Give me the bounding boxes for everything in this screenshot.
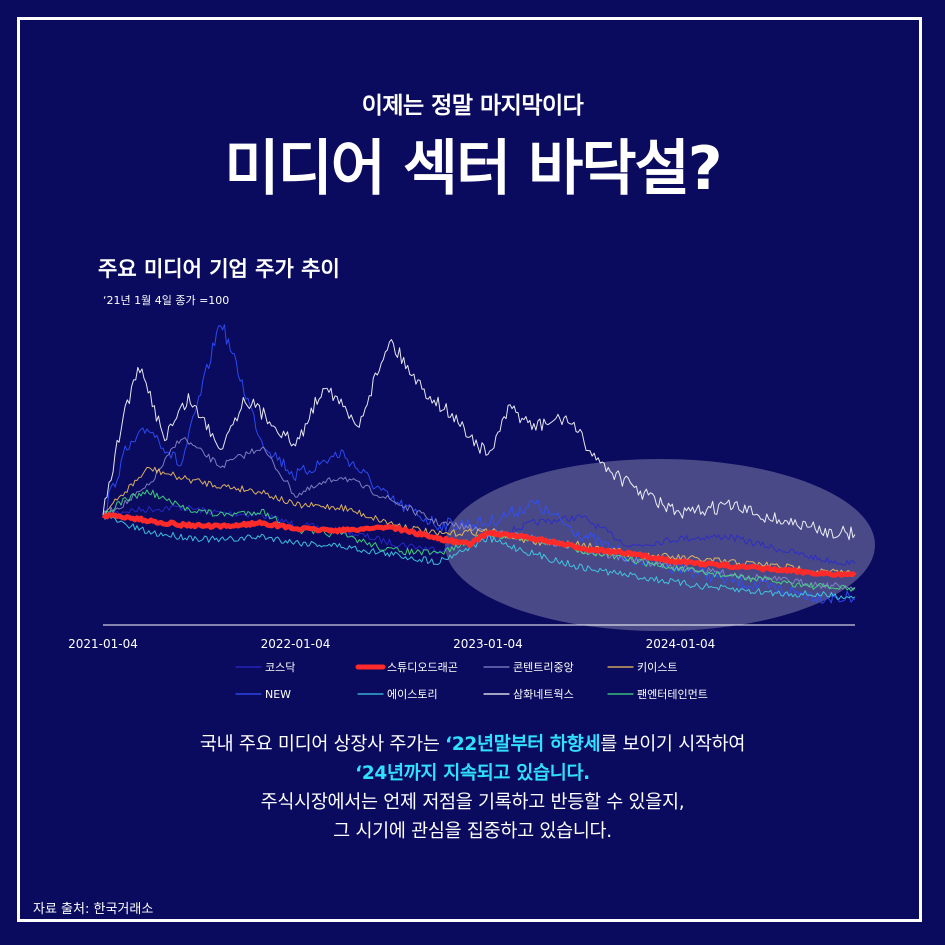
x-tick-label-2: 2022-01-04 [261, 637, 331, 651]
x-tick-label-1: 2021-01-04 [68, 637, 138, 651]
body-line-4: 그 시기에 관심을 집중하고 있습니다. [333, 821, 612, 842]
body-text: 국내 주요 미디어 상장사 주가는 ‘22년말부터 하향세를 보이기 시작하여 … [0, 730, 945, 846]
kicker-text: 이제는 정말 마지막이다 [361, 93, 584, 119]
x-tick-label-4: 2024-01-04 [646, 637, 716, 651]
chart-base-note: ‘21년 1월 4일 종가 =100 [103, 294, 230, 307]
source-note: 자료 출처: 한국거래소 [33, 902, 154, 917]
x-tick-label-3: 2023-01-04 [453, 637, 523, 651]
headline: 미디어 섹터 바닥설? [224, 134, 722, 204]
legend-label-2: 스튜디오드래곤 [387, 661, 458, 674]
body-highlight-1: ‘22년말부터 하향세 [445, 734, 601, 755]
series-line-7 [102, 339, 856, 541]
chart-title: 주요 미디어 기업 주가 추이 [98, 257, 340, 281]
body-line-1: 국내 주요 미디어 상장사 주가는 ‘22년말부터 하향세를 보이기 시작하여 [0, 730, 945, 759]
legend-label-6: 에이스토리 [387, 688, 438, 701]
body-line-3: 주식시장에서는 언제 저점을 기록하고 반등할 수 있을지, [260, 792, 685, 813]
legend-label-5: NEW [265, 688, 291, 701]
body-line-1b: 를 보이기 시작하여 [600, 734, 746, 755]
legend-label-7: 삼화네트웍스 [513, 688, 574, 701]
legend-label-1: 코스닥 [265, 661, 295, 674]
series-line-4 [102, 466, 856, 577]
legend-label-3: 콘텐트리중앙 [513, 661, 574, 674]
legend-label-8: 팬엔터테인먼트 [637, 688, 708, 701]
body-highlight-2: ‘24년까지 지속되고 있습니다. [355, 763, 590, 784]
border-frame [17, 17, 922, 922]
legend-label-4: 키이스트 [637, 661, 677, 674]
series-line-6 [102, 489, 856, 592]
body-line-1a: 국내 주요 미디어 상장사 주가는 [199, 734, 446, 755]
series-line-8 [101, 512, 857, 578]
